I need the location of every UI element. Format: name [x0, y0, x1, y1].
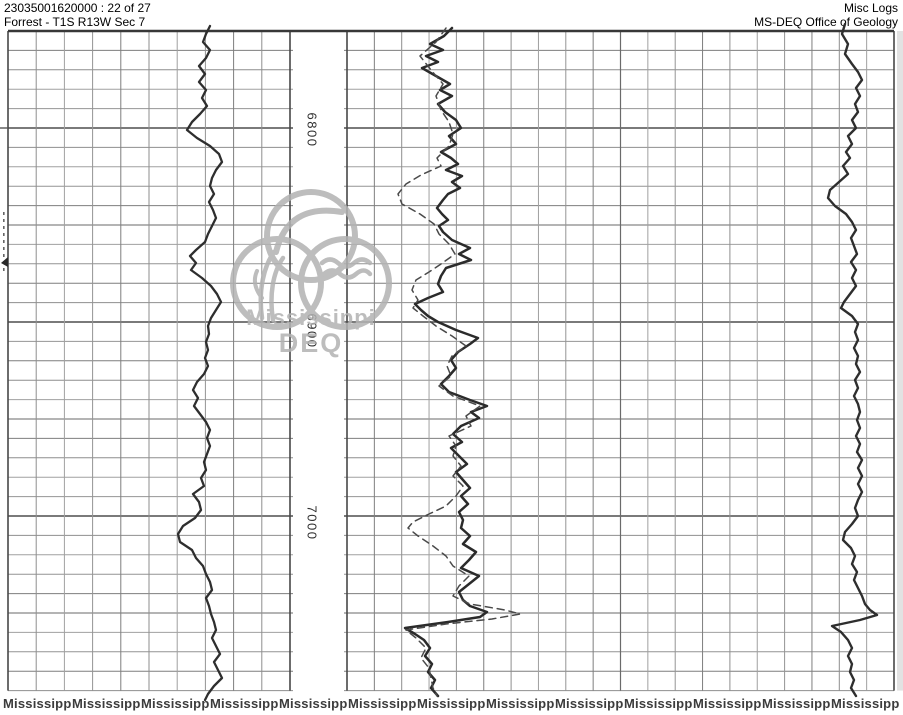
watermark-wave-icon — [321, 268, 373, 280]
footer-watermark-text: Mississippi — [279, 696, 348, 711]
well-location-label: Forrest - T1S R13W Sec 7 — [4, 15, 146, 29]
footer-watermark-text: Mississippi — [693, 696, 762, 711]
scan-artifact-dots — [3, 268, 5, 271]
depth-label: 7000 — [305, 506, 320, 541]
footer-watermark-text: Mississippi — [417, 696, 486, 711]
api-number-page-indicator: 23035001620000 : 22 of 27 — [4, 1, 151, 15]
watermark-cattail-icon — [269, 255, 286, 323]
depth-label: 6900 — [305, 314, 320, 349]
scan-artifact-dots — [3, 212, 5, 215]
footer-watermark-text: Mississippi — [72, 696, 141, 711]
watermark-wave-icon — [319, 257, 373, 269]
footer-watermark-text: Mississippi — [555, 696, 624, 711]
watermark-leaf-icon — [252, 269, 264, 300]
watermark-circle-right — [298, 236, 392, 330]
footer-watermark-text: Mississippi — [762, 696, 831, 711]
watermark-circle-left — [230, 236, 324, 330]
scan-artifact-dots — [3, 240, 5, 243]
header-left: 23035001620000 : 22 of 27 Forrest - T1S … — [4, 1, 151, 29]
scan-artifact-dots — [3, 233, 5, 236]
curve-right-solid — [403, 26, 489, 698]
footer-watermark-text: Mississippi — [3, 696, 72, 711]
log-type-label: Misc Logs — [843, 1, 898, 15]
footer-watermark-text: Mississippi — [486, 696, 555, 711]
curve-far-right — [826, 22, 879, 698]
watermark-cattail-icon — [258, 249, 277, 321]
curve-left-track — [176, 24, 224, 702]
watermark-circle-top — [264, 189, 358, 283]
footer-watermark-text: Mississippi — [831, 696, 900, 711]
agency-label: MS-DEQ Office of Geology — [754, 15, 898, 29]
header-right: Misc Logs MS-DEQ Office of Geology — [754, 1, 898, 29]
depth-label: 6800 — [305, 113, 320, 148]
footer-watermark-text: Mississippi — [624, 696, 693, 711]
scan-artifact-dots — [3, 254, 5, 257]
footer-watermark-text: Mississippi — [210, 696, 279, 711]
watermark-org-abbrev: DEQ — [279, 328, 344, 358]
scan-page-edge — [897, 31, 903, 691]
watermark-swoosh-icon — [273, 207, 345, 255]
curve-right-dashed — [397, 27, 521, 697]
scan-artifact-dots — [3, 247, 5, 250]
scan-artifact-mark — [1, 257, 8, 267]
watermark-org-name: Mississippi — [246, 305, 376, 330]
footer-watermark-row: Mississippi Mississippi Mississippi Mississ… — [3, 696, 903, 711]
footer-watermark-text: Mississippi — [141, 696, 210, 711]
footer-watermark-text: Mississippi — [348, 696, 417, 711]
scan-artifact-dots — [3, 226, 5, 229]
scan-artifact-dots — [3, 219, 5, 222]
